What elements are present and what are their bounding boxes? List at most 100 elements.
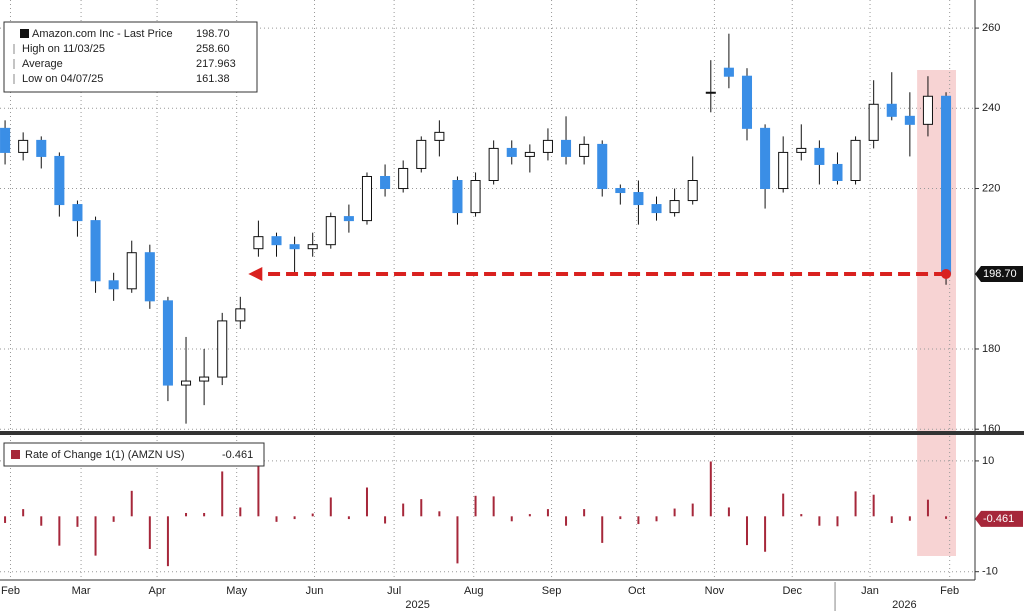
candle-body — [904, 115, 915, 125]
roc-bar — [311, 513, 314, 517]
candle-body — [54, 155, 65, 206]
roc-bar — [782, 493, 785, 517]
roc-bar — [94, 516, 97, 556]
candle-body — [126, 252, 137, 290]
roc-bar — [673, 508, 676, 517]
candle-body — [289, 244, 300, 250]
roc-bar — [945, 516, 948, 519]
panel-divider — [0, 431, 1024, 435]
price-tag — [975, 265, 1023, 282]
x-tick-label: Jun — [306, 585, 324, 597]
candle-body — [723, 67, 734, 77]
y-tick-label: 240 — [982, 102, 1000, 114]
roc-bar — [565, 516, 568, 526]
candle-body — [235, 308, 246, 322]
candle-body — [886, 103, 897, 117]
roc-tag — [975, 510, 1023, 527]
roc-bar — [818, 516, 821, 526]
candle-body — [506, 147, 517, 157]
roc-bar — [275, 516, 278, 522]
candle-body — [687, 180, 698, 202]
x-tick-label: Feb — [1, 585, 20, 597]
legend-value: 258.60 — [196, 43, 230, 55]
x-tick-label: Jan — [861, 585, 879, 597]
candle-body — [868, 103, 879, 141]
candle-body — [271, 236, 282, 246]
candle-body — [361, 175, 373, 222]
roc-bar — [402, 503, 405, 517]
x-tick-label: Sep — [542, 585, 562, 597]
legend-label: Low on 04/07/25 — [22, 73, 103, 85]
candle-body — [579, 143, 590, 157]
candle-body — [760, 127, 771, 190]
x-tick-label: Nov — [705, 585, 725, 597]
roc-bar — [130, 490, 133, 517]
x-tick-label: Oct — [628, 585, 645, 597]
legend-value: -0.461 — [222, 449, 253, 461]
roc-bar — [365, 487, 368, 517]
arrow-head — [248, 266, 263, 281]
roc-bar — [456, 516, 459, 564]
roc-bar — [926, 499, 929, 517]
candle-body — [850, 139, 861, 182]
roc-bar — [800, 514, 803, 517]
candle-body — [488, 147, 499, 182]
legend-box — [3, 442, 265, 467]
roc-bar — [4, 516, 7, 523]
legend-label: Rate of Change 1(1) (AMZN US) — [25, 449, 185, 461]
roc-bar — [601, 516, 604, 543]
legend-swatch — [11, 450, 20, 459]
roc-tag-label: -0.461 — [983, 513, 1014, 525]
candle-body — [416, 139, 427, 169]
candle-body — [524, 151, 535, 157]
candle-body — [181, 380, 192, 386]
price-tag-label: 198.70 — [983, 268, 1017, 280]
roc-bar — [546, 509, 549, 517]
roc-bar — [528, 514, 531, 517]
y-tick-label: -10 — [982, 566, 998, 578]
candle-body — [542, 139, 553, 153]
candle-body — [597, 143, 608, 190]
candle-body — [72, 204, 83, 222]
roc-bar — [22, 509, 25, 517]
legend-label: Amazon.com Inc - Last Price — [32, 28, 173, 40]
x-tick-label: Aug — [464, 585, 484, 597]
candle-body — [633, 192, 644, 206]
roc-bar — [691, 503, 694, 517]
roc-bar — [58, 516, 61, 546]
candle-body — [217, 320, 228, 378]
candle-body — [651, 204, 662, 214]
roc-bar — [637, 516, 640, 525]
candle-body — [144, 252, 155, 302]
candle-body — [343, 216, 354, 222]
candle-body — [470, 180, 481, 214]
roc-bar — [872, 494, 875, 517]
candle-body — [814, 147, 825, 165]
legend-value: 198.70 — [196, 28, 230, 40]
y-tick-label: 10 — [982, 455, 994, 467]
roc-bar — [836, 516, 839, 527]
roc-bar — [890, 516, 893, 523]
candle-body — [615, 188, 626, 194]
candle-body — [325, 216, 336, 246]
candle-body — [922, 95, 933, 125]
roc-bar — [655, 516, 658, 522]
legend-value: 217.963 — [196, 58, 236, 70]
roc-bar — [221, 471, 224, 517]
candle-body — [796, 147, 807, 153]
x-tick-label: Mar — [72, 585, 91, 597]
candle-body — [307, 244, 318, 250]
roc-bar — [40, 516, 43, 526]
roc-bar — [745, 516, 748, 546]
roc-bar — [76, 516, 79, 527]
roc-bar — [257, 463, 260, 517]
roc-bar — [854, 491, 857, 517]
candle-body — [253, 236, 264, 250]
roc-bar — [709, 461, 712, 517]
x-tick-label: Apr — [149, 585, 166, 597]
candle-body — [0, 127, 11, 153]
roc-bar — [438, 511, 441, 517]
candle-body — [380, 175, 391, 190]
x-tick-label: May — [226, 585, 247, 597]
